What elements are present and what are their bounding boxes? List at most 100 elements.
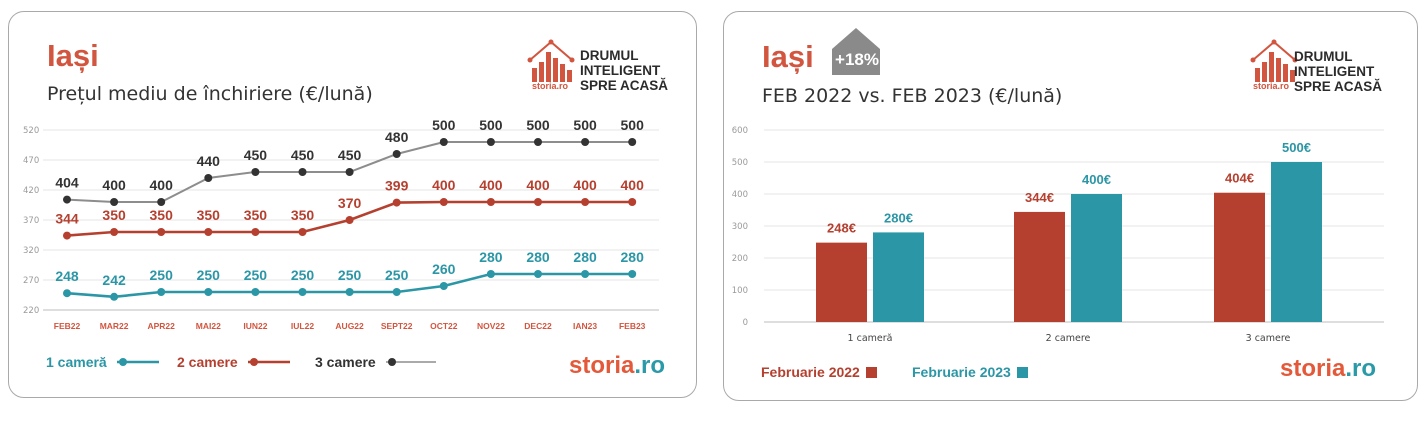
data-label: 440: [197, 153, 221, 169]
x-tick-label: IAN23: [573, 321, 597, 331]
data-label: 400: [621, 177, 645, 193]
legend-line-marker: [385, 358, 436, 366]
data-point: [439, 282, 448, 290]
bar: [1071, 194, 1122, 322]
bar: [1214, 192, 1265, 322]
data-point: [63, 195, 71, 204]
legend-item-2-camere: 2 camere: [177, 354, 290, 370]
legend-label: 2 camere: [177, 354, 238, 370]
legend-label: Februarie 2023: [912, 364, 1011, 380]
data-point: [534, 198, 542, 206]
data-label: 480: [385, 129, 409, 145]
data-label: 500: [621, 117, 645, 133]
x-tick-label: DEC22: [524, 321, 552, 331]
data-point: [486, 198, 495, 206]
brand-logo: storia.ro: [1249, 38, 1299, 94]
data-point: [439, 198, 448, 206]
data-point: [63, 231, 71, 240]
y-tick-label: 100: [732, 286, 748, 296]
legend-label: Februarie 2022: [761, 364, 860, 380]
house-bars-icon: [1250, 39, 1298, 82]
data-label: 350: [291, 207, 315, 223]
data-label: 248: [55, 268, 79, 284]
x-tick-label: AUG22: [335, 321, 364, 331]
data-point: [486, 138, 495, 146]
data-label: 500: [432, 117, 456, 133]
y-tick-label: 400: [732, 190, 748, 200]
data-label: 344: [55, 211, 79, 227]
data-point: [534, 138, 542, 146]
legend-line-marker: [247, 358, 290, 366]
data-label: 350: [197, 207, 221, 223]
bar-chart-card: Iași +18% FEB 2022 vs. FEB 2023 (€/lună)…: [723, 11, 1418, 401]
x-tick-label: FEB23: [619, 321, 646, 331]
data-point: [298, 168, 307, 176]
brand-logo: storia.ro: [526, 38, 576, 94]
x-tick-label: MAI22: [196, 321, 221, 331]
data-point: [392, 150, 401, 158]
x-tick-label: SEPT22: [381, 321, 413, 331]
data-point: [628, 138, 637, 146]
data-label: 242: [102, 272, 126, 288]
bar-value-label: 500€: [1282, 140, 1311, 155]
data-point: [251, 228, 260, 236]
data-label: 400: [432, 177, 456, 193]
data-point: [157, 198, 166, 206]
storia-domain: .ro: [634, 352, 666, 379]
x-tick-label: MAR22: [100, 321, 129, 331]
legend-item-feb-2023: Februarie 2023: [912, 364, 1028, 380]
y-tick-label: 320: [23, 246, 39, 256]
bar-value-label: 344€: [1025, 190, 1054, 205]
storia-domain: .ro: [1345, 355, 1377, 382]
brand-line-2: INTELIGENT: [1294, 64, 1375, 79]
data-label: 350: [244, 207, 268, 223]
bar: [1014, 211, 1065, 322]
data-point: [345, 288, 354, 296]
legend-swatch: [1016, 367, 1028, 378]
bar-value-label: 280€: [884, 210, 913, 225]
data-point: [581, 270, 590, 278]
city-title: Iași: [47, 38, 99, 73]
y-tick-label: 200: [732, 254, 748, 264]
data-label: 250: [150, 267, 174, 283]
data-point: [345, 216, 354, 224]
legend-label: 3 camere: [315, 354, 376, 370]
y-tick-label: 370: [23, 216, 39, 226]
data-label: 350: [150, 207, 174, 223]
brand-line-1: DRUMUL: [1294, 49, 1353, 64]
house-bars-icon: [527, 39, 575, 82]
data-point: [439, 138, 448, 146]
bar: [873, 232, 924, 322]
y-tick-label: 520: [23, 126, 39, 136]
data-label: 280: [526, 249, 550, 265]
brand-small-text: storia.ro: [1253, 81, 1290, 91]
legend-item-3-camere: 3 camere: [315, 354, 436, 370]
y-tick-label: 270: [23, 276, 39, 286]
data-label: 280: [573, 249, 597, 265]
data-label: 280: [621, 249, 645, 265]
storia-word: storia: [569, 352, 635, 379]
data-label: 500: [526, 117, 550, 133]
brand-line-3: SPRE ACASĂ: [580, 78, 669, 93]
x-tick-label: NOV22: [477, 321, 505, 331]
data-point: [298, 228, 307, 236]
house-icon: [832, 28, 880, 75]
data-label: 500: [573, 117, 597, 133]
data-label: 500: [479, 117, 503, 133]
data-point: [534, 270, 542, 278]
growth-badge: +18%: [828, 25, 884, 81]
data-label: 400: [150, 177, 174, 193]
y-tick-label: 420: [23, 186, 39, 196]
data-point: [63, 289, 71, 298]
data-point: [392, 198, 401, 207]
data-point: [486, 270, 495, 278]
legend-item-feb-2022: Februarie 2022: [761, 364, 877, 380]
data-point: [251, 168, 260, 176]
data-point: [204, 288, 213, 296]
data-point: [392, 288, 401, 296]
data-point: [581, 198, 590, 206]
x-tick-label: APR22: [147, 321, 175, 331]
data-label: 450: [291, 147, 315, 163]
data-label: 260: [432, 261, 456, 277]
data-label: 400: [102, 177, 126, 193]
